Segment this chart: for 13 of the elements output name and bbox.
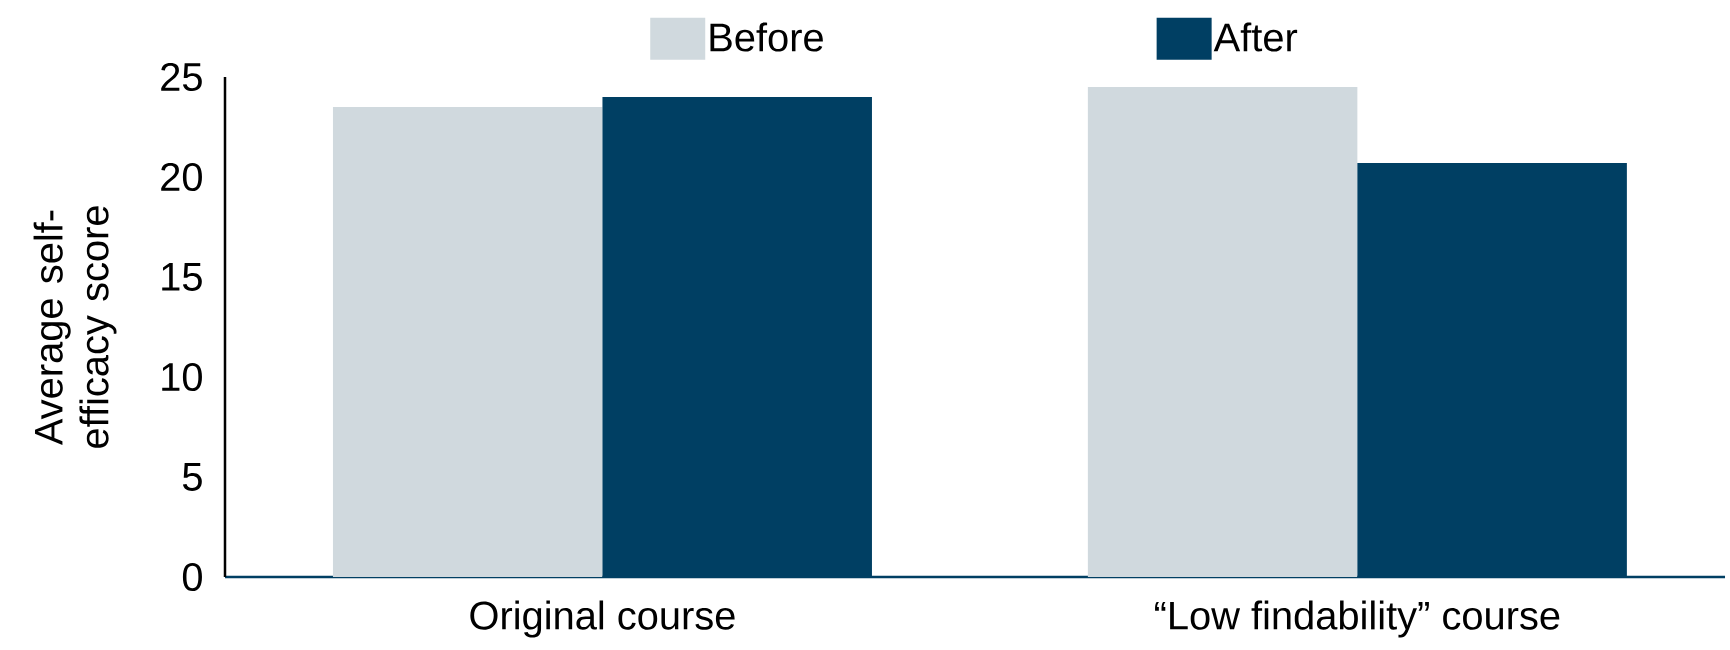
x-tick-label: Original course	[470, 600, 735, 638]
y-tick-label: 5	[182, 463, 202, 491]
y-tick-label: 0	[182, 562, 202, 592]
y-tick-label: 10	[162, 362, 202, 392]
y-tick-label: 15	[162, 263, 202, 291]
y-axis-title: Average self-efficacy score	[33, 206, 117, 448]
x-tick-label: “Low findability” course	[1155, 600, 1560, 638]
y-tick-label: 25	[161, 62, 202, 92]
bar	[1087, 87, 1358, 577]
y-tick-label: 20	[161, 162, 202, 192]
bar	[332, 107, 603, 577]
legend-label: After	[1213, 22, 1298, 52]
legend-label: Before	[710, 22, 823, 52]
